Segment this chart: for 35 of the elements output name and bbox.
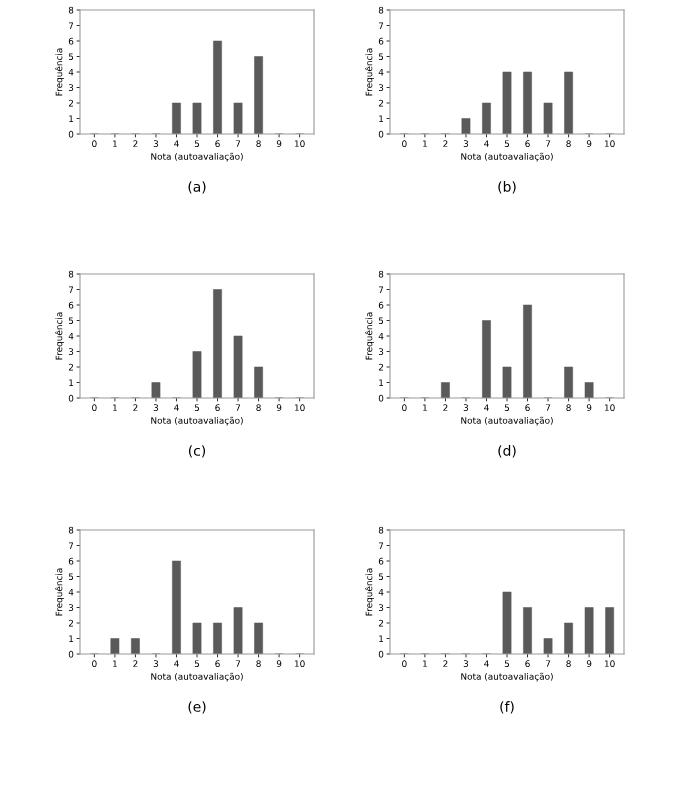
bar <box>482 102 491 134</box>
bar <box>233 335 243 398</box>
bar <box>131 638 140 654</box>
bar <box>564 366 573 398</box>
bar <box>192 622 202 654</box>
bar <box>482 320 491 398</box>
bar <box>441 382 450 398</box>
bar <box>254 366 263 398</box>
bar <box>213 40 222 134</box>
bar <box>461 118 471 134</box>
bar <box>584 382 594 398</box>
bar <box>233 102 243 134</box>
bar <box>172 560 181 654</box>
bar <box>564 71 573 134</box>
bar <box>213 289 222 398</box>
bar <box>564 622 573 654</box>
bar <box>110 638 120 654</box>
bar <box>523 71 532 134</box>
bar <box>254 56 263 134</box>
bar <box>584 607 594 654</box>
bar <box>543 102 553 134</box>
bar <box>605 607 615 654</box>
bar <box>523 304 532 398</box>
bar <box>502 591 512 654</box>
bar <box>213 622 222 654</box>
bar <box>543 638 553 654</box>
bar <box>192 351 202 398</box>
bar <box>233 607 243 654</box>
bar <box>502 71 512 134</box>
bar <box>172 102 181 134</box>
bar <box>523 607 532 654</box>
bar <box>192 102 202 134</box>
bar <box>502 366 512 398</box>
bar <box>254 622 263 654</box>
bar <box>151 382 161 398</box>
